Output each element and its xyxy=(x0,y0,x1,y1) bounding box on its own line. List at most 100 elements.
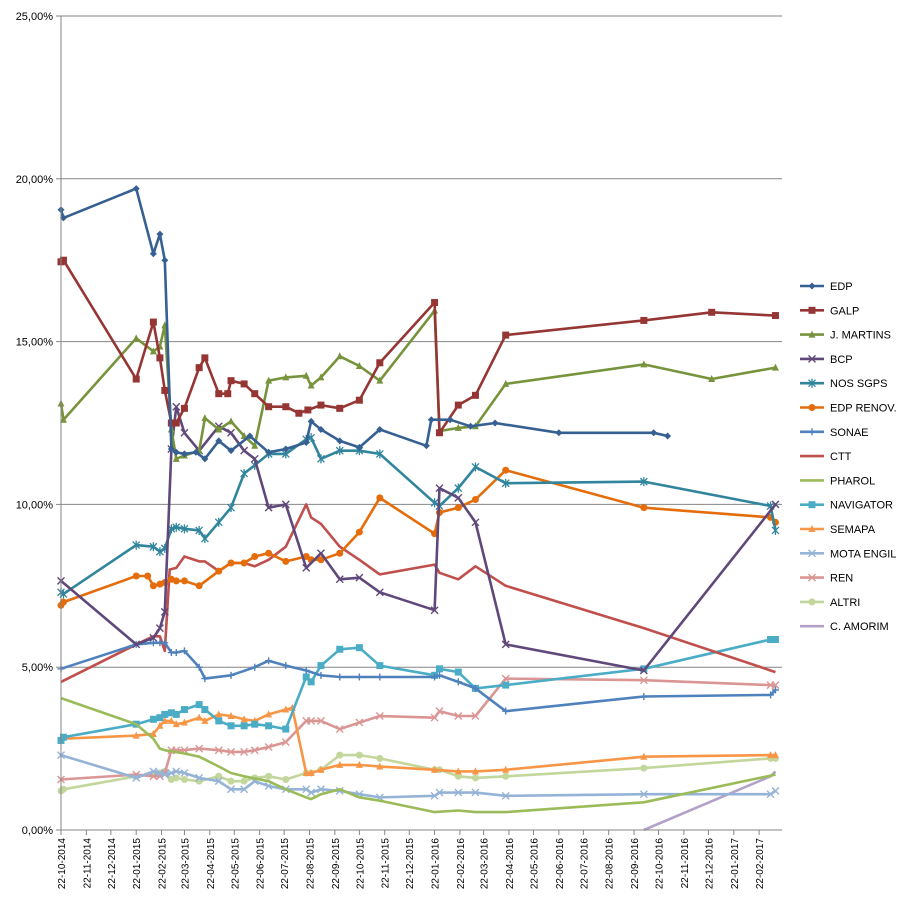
x-tick-label: 22-08-2015 xyxy=(306,838,317,890)
data-point xyxy=(180,524,189,534)
data-point xyxy=(317,426,325,434)
data-point xyxy=(640,752,648,760)
legend-label: EDP xyxy=(830,281,853,293)
legend-item: MOTA ENGIL xyxy=(800,548,896,560)
x-tick-label: 22-01-2017 xyxy=(730,838,741,890)
data-point xyxy=(161,716,169,724)
x-tick-label: 22-04-2016 xyxy=(505,838,516,890)
data-point xyxy=(471,496,479,504)
data-point xyxy=(251,441,259,449)
data-point xyxy=(808,428,816,436)
data-point xyxy=(149,729,157,737)
data-point xyxy=(808,598,816,606)
data-point xyxy=(375,449,384,459)
data-point xyxy=(215,437,223,445)
data-point xyxy=(161,710,169,718)
data-point xyxy=(224,390,232,398)
data-point xyxy=(454,401,462,409)
legend-label: GALP xyxy=(830,305,859,317)
data-point xyxy=(161,639,169,647)
data-point xyxy=(808,404,816,411)
data-point xyxy=(264,503,273,512)
series-group xyxy=(57,185,780,832)
data-point xyxy=(240,777,248,785)
data-point xyxy=(471,684,479,692)
data-point xyxy=(215,425,223,433)
legend-label: BCP xyxy=(830,354,853,366)
data-point xyxy=(149,715,157,723)
legend-item: BCP xyxy=(800,354,853,366)
legend-label: PHAROL xyxy=(830,475,875,487)
data-point xyxy=(355,362,363,370)
data-point xyxy=(240,559,248,567)
series-pharol xyxy=(60,696,776,814)
data-point xyxy=(215,772,223,780)
x-tick-label: 22-05-2015 xyxy=(230,838,241,890)
data-point xyxy=(355,443,363,451)
data-point xyxy=(265,448,273,456)
data-point xyxy=(808,306,816,314)
data-point xyxy=(251,720,259,728)
data-point xyxy=(771,686,779,694)
data-point xyxy=(180,769,189,778)
legend-label: NAVIGATOR xyxy=(830,500,893,512)
data-point xyxy=(59,598,67,606)
data-point xyxy=(149,347,157,355)
x-tick-label: 22-06-2015 xyxy=(256,838,267,890)
data-point xyxy=(501,478,510,488)
data-point xyxy=(172,767,181,776)
x-tick-label: 22-02-2017 xyxy=(755,838,766,890)
data-point xyxy=(640,764,648,772)
data-point xyxy=(200,534,209,544)
series-line xyxy=(60,696,776,814)
data-point xyxy=(180,706,188,714)
data-point xyxy=(302,785,311,794)
x-tick-label: 22-06-2016 xyxy=(555,838,566,890)
data-point xyxy=(59,733,67,741)
data-point xyxy=(454,712,463,721)
data-point xyxy=(454,788,463,797)
legend-label: NOS SGPS xyxy=(830,378,887,390)
data-point xyxy=(501,674,510,683)
data-point xyxy=(227,712,235,720)
data-point xyxy=(214,746,223,755)
data-point xyxy=(435,707,444,716)
data-point xyxy=(265,772,273,780)
data-point xyxy=(132,334,140,342)
data-point xyxy=(180,647,188,655)
legend-label: EDP RENOV. xyxy=(830,403,897,415)
y-tick-label: 5,00% xyxy=(22,662,53,674)
series-ren xyxy=(57,674,780,784)
data-point xyxy=(640,316,648,324)
data-point xyxy=(650,429,658,437)
data-point xyxy=(149,633,158,642)
legend-label: MOTA ENGIL xyxy=(830,548,896,560)
data-point xyxy=(282,662,290,670)
data-point xyxy=(132,185,140,193)
data-point xyxy=(195,525,204,535)
data-point xyxy=(227,503,235,513)
data-point xyxy=(771,751,779,759)
data-point xyxy=(639,790,648,799)
data-point xyxy=(317,401,325,409)
data-point xyxy=(376,662,384,670)
legend-label: C. AMORIM xyxy=(830,621,889,633)
x-tick-label: 22-07-2015 xyxy=(280,838,291,890)
x-tick-label: 22-10-2015 xyxy=(355,838,366,890)
data-point xyxy=(375,588,384,597)
data-point xyxy=(471,518,480,527)
data-point xyxy=(335,446,344,456)
data-point xyxy=(240,722,248,730)
data-point xyxy=(502,331,510,339)
data-point xyxy=(376,754,384,762)
y-axis-ticks: 0,00% 5,00% 10,00% 15,00% 20,00% 25,00% xyxy=(16,11,61,837)
legend-label: SONAE xyxy=(830,427,869,439)
data-point xyxy=(282,445,290,453)
y-tick-label: 15,00% xyxy=(16,337,54,349)
data-point xyxy=(180,776,188,784)
data-point xyxy=(240,715,248,723)
data-point xyxy=(302,769,310,777)
data-point xyxy=(471,788,480,797)
data-point xyxy=(240,468,249,478)
data-point xyxy=(149,250,157,258)
